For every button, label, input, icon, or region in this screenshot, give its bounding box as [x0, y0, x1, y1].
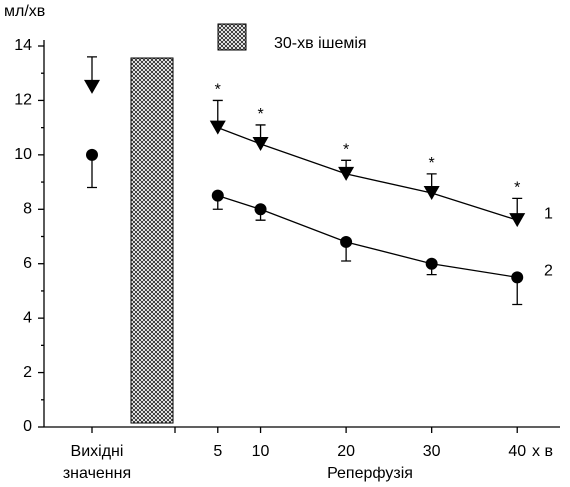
significance-mark: * — [343, 142, 349, 159]
point — [252, 136, 269, 151]
point — [209, 120, 226, 135]
point — [211, 189, 224, 202]
y-tick-label: 4 — [23, 309, 32, 326]
legend-swatch — [217, 23, 247, 51]
legend-label: 30-хв ішемія — [274, 35, 367, 52]
point — [509, 213, 526, 228]
y-tick-label: 0 — [23, 418, 32, 435]
baseline-marker — [86, 148, 98, 161]
x-tick-label: 30 — [423, 443, 441, 460]
y-tick-label: 2 — [23, 364, 32, 381]
point — [340, 235, 353, 248]
x-axis-label: Реперфузія — [327, 465, 413, 482]
ischemia-bar — [130, 57, 174, 424]
y-tick-label: 14 — [14, 37, 32, 54]
baseline-label: значення — [63, 465, 131, 482]
x-unit: х в — [532, 443, 553, 460]
significance-mark: * — [429, 155, 435, 172]
significance-mark: * — [215, 82, 221, 99]
y-tick-label: 12 — [14, 92, 32, 109]
point — [425, 257, 438, 270]
baseline-label: Вихідні — [71, 443, 124, 460]
significance-mark: * — [257, 106, 263, 123]
point — [254, 203, 267, 216]
y-axis-label: мл/хв — [4, 3, 45, 20]
x-tick-label: 40 — [508, 443, 526, 460]
baseline-marker — [84, 79, 100, 94]
y-tick-label: 10 — [14, 146, 32, 163]
x-tick-label: 10 — [252, 443, 270, 460]
series-label: 2 — [544, 263, 553, 280]
y-tick-label: 6 — [23, 255, 32, 272]
point — [511, 271, 524, 284]
x-tick-label: 20 — [337, 443, 355, 460]
significance-mark: * — [514, 180, 520, 197]
y-tick-label: 8 — [23, 201, 32, 218]
point — [338, 166, 355, 181]
x-tick-label: 5 — [213, 443, 222, 460]
point — [423, 185, 440, 200]
series-label: 1 — [544, 205, 553, 222]
